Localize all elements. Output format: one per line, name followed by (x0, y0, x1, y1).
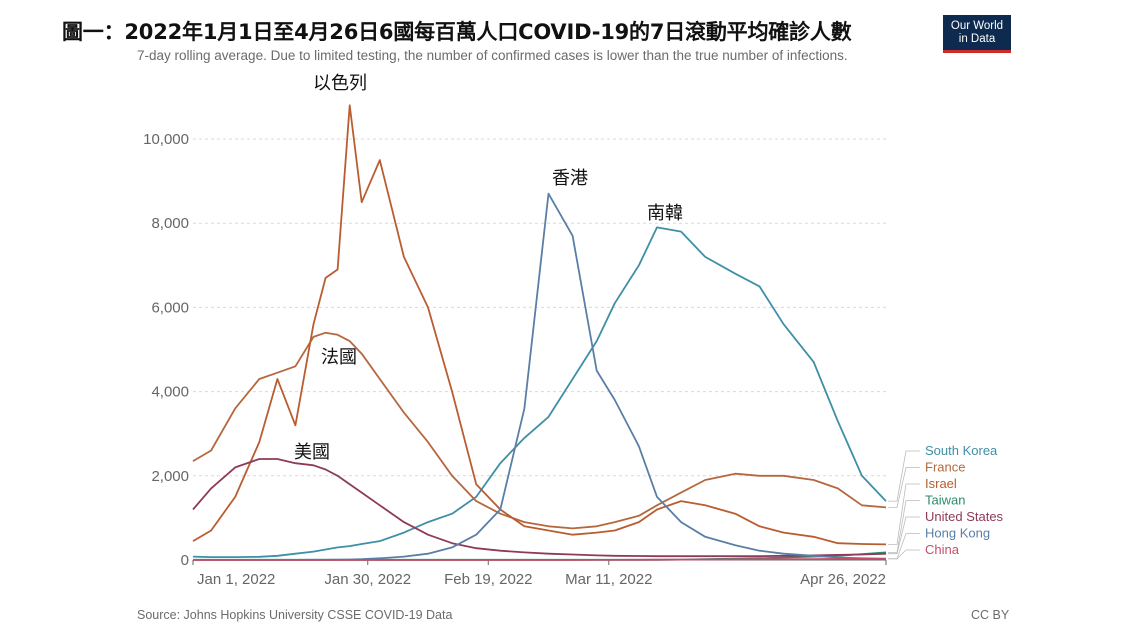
license-label[interactable]: CC BY (971, 608, 1010, 622)
x-tick-label: Apr 26, 2022 (800, 571, 886, 588)
legend-connector (888, 467, 920, 508)
y-tick-label: 8,000 (151, 215, 189, 232)
y-tick-label: 2,000 (151, 468, 189, 485)
legend-label-hong-kong: Hong Kong (925, 526, 990, 541)
legend-label-china: China (925, 542, 960, 557)
chart-title: 圖一：2022年1月1日至4月26日6國每百萬人口COVID-19的7日滾動平均… (62, 20, 852, 44)
series-annotation-united-states: 美國 (294, 442, 330, 463)
legend-label-france: France (925, 460, 965, 475)
y-tick-label: 0 (181, 552, 189, 569)
series-line-south-korea (192, 226, 887, 558)
legend-label-south-korea: South Korea (925, 443, 998, 458)
series-annotation-israel: 以色列 (313, 73, 367, 94)
series-line-united-states (192, 458, 887, 558)
y-tick-label: 4,000 (151, 384, 189, 401)
series-line-hong-kong (193, 192, 887, 561)
legend-connector (888, 549, 920, 560)
series-line-israel (192, 104, 887, 546)
x-tick-label: Jan 30, 2022 (324, 571, 411, 588)
y-tick-label: 10,000 (143, 131, 189, 148)
legend-connector (888, 500, 920, 553)
series-line-china (193, 558, 886, 561)
legend-connector (888, 533, 920, 560)
logo-line-1: Our World (950, 20, 1004, 32)
legend-label-taiwan: Taiwan (925, 493, 965, 508)
series-annotation-france: 法國 (321, 347, 357, 368)
legend-connector (888, 483, 920, 545)
legend-connector (888, 516, 920, 555)
owid-logo[interactable]: Our World in Data (943, 15, 1011, 53)
chart-subtitle: 7-day rolling average. Due to limited te… (137, 48, 848, 63)
x-tick-label: Jan 1, 2022 (197, 571, 275, 588)
legend-connector (888, 450, 920, 502)
legend-label-israel: Israel (925, 476, 957, 491)
series-annotation-south-korea: 南韓 (647, 203, 683, 224)
y-tick-label: 6,000 (151, 299, 189, 316)
legend-label-united-states: United States (925, 509, 1004, 524)
series-annotation-hong-kong: 香港 (552, 168, 588, 189)
x-tick-label: Mar 11, 2022 (565, 571, 652, 588)
source-note[interactable]: Source: Johns Hopkins University CSSE CO… (137, 608, 453, 622)
logo-line-2: in Data (958, 33, 996, 45)
series-line-france (192, 331, 887, 530)
x-tick-label: Feb 19, 2022 (444, 571, 532, 588)
